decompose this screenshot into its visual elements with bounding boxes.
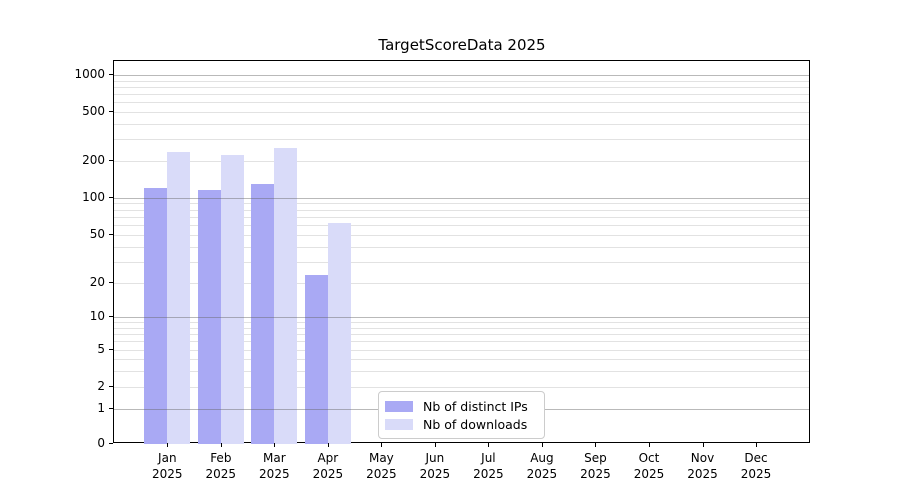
x-tick-label-aug: Aug 2025 <box>526 451 558 481</box>
y-tick-mark <box>109 160 113 161</box>
gridline-minor <box>114 216 809 218</box>
x-tick-label-sep: Sep 2025 <box>580 451 611 481</box>
y-tick-mark <box>109 385 113 387</box>
bar-distinct-ips-mar <box>251 183 275 445</box>
y-tick-label-5: 5 <box>97 342 105 357</box>
x-tick-mark <box>327 443 329 447</box>
gridline-minor <box>114 235 809 236</box>
gridline-minor <box>114 350 809 352</box>
gridline-minor <box>114 102 809 104</box>
bar-downloads-apr <box>327 222 351 445</box>
gridline-minor <box>114 341 809 343</box>
gridline-minor <box>114 139 809 141</box>
bar-downloads-mar <box>274 147 298 445</box>
gridline-major <box>114 197 809 199</box>
gridline-minor <box>114 321 809 323</box>
gridline-minor <box>114 203 809 205</box>
x-tick-mark <box>167 443 169 447</box>
y-tick-label-100: 100 <box>82 189 105 204</box>
x-tick-label-jun: Jun 2025 <box>419 451 451 481</box>
y-tick-label-500: 500 <box>82 103 105 118</box>
x-tick-label-nov: Nov 2025 <box>687 451 718 481</box>
legend-swatch-distinct-ips <box>385 400 413 412</box>
gridline-minor <box>114 370 809 372</box>
gridline-minor <box>114 333 809 335</box>
gridline-minor <box>114 161 809 162</box>
bar-distinct-ips-jan <box>144 188 168 445</box>
y-tick-label-1: 1 <box>97 401 105 415</box>
x-tick-label-feb: Feb 2025 <box>205 451 237 481</box>
x-tick-mark <box>274 443 276 447</box>
y-tick-label-20: 20 <box>89 274 105 289</box>
chart-title: TargetScoreData 2025 <box>378 36 546 54</box>
y-tick-label-200: 200 <box>82 153 105 167</box>
legend-item-distinct-ips: Nb of distinct IPs <box>385 397 536 415</box>
gridline-minor <box>114 209 809 211</box>
x-tick-label-may: May 2025 <box>366 451 397 481</box>
y-tick-mark <box>109 110 113 112</box>
x-tick-mark <box>756 443 758 447</box>
x-tick-label-apr: Apr 2025 <box>312 451 344 481</box>
x-tick-label-dec: Dec 2025 <box>740 451 772 481</box>
x-tick-label-oct: Oct 2025 <box>633 451 665 481</box>
y-tick-mark <box>109 408 113 409</box>
gridline-minor <box>114 327 809 329</box>
y-tick-mark <box>109 234 113 235</box>
gridline-minor <box>114 359 809 361</box>
y-tick-label-1000: 1000 <box>74 67 105 81</box>
gridline-minor <box>114 123 809 125</box>
bar-distinct-ips-apr <box>304 275 328 445</box>
gridline-minor <box>114 80 809 82</box>
gridline-minor <box>114 386 809 388</box>
gridline-minor <box>114 246 809 248</box>
legend-label-distinct-ips: Nb of distinct IPs <box>423 398 528 414</box>
x-tick-mark <box>381 443 383 447</box>
x-tick-label-jan: Jan 2025 <box>152 451 183 481</box>
y-tick-mark <box>109 196 113 198</box>
y-tick-mark <box>109 74 113 75</box>
x-tick-mark <box>541 443 543 447</box>
legend-swatch-downloads <box>385 418 413 430</box>
x-tick-mark <box>434 443 436 447</box>
y-tick-label-10: 10 <box>89 308 105 323</box>
y-tick-label-2: 2 <box>97 378 105 393</box>
gridline-minor <box>114 93 809 95</box>
y-tick-mark <box>109 315 113 317</box>
x-tick-mark <box>702 443 704 447</box>
y-tick-mark <box>109 349 113 351</box>
gridline-major <box>114 75 809 76</box>
y-tick-mark <box>109 281 113 283</box>
x-tick-mark <box>648 443 650 447</box>
x-tick-label-mar: Mar 2025 <box>259 451 290 481</box>
gridline-minor <box>114 282 809 284</box>
gridline-major <box>114 316 809 318</box>
gridline-minor <box>114 225 809 227</box>
plot-area <box>113 60 810 445</box>
y-tick-mark <box>109 443 113 445</box>
legend: Nb of distinct IPs Nb of downloads <box>378 391 545 439</box>
gridline-minor <box>114 261 809 263</box>
bar-downloads-feb <box>220 154 244 445</box>
y-tick-label-50: 50 <box>89 227 105 241</box>
bar-downloads-jan <box>167 152 191 445</box>
x-tick-mark <box>488 443 490 447</box>
gridline-minor <box>114 111 809 113</box>
x-tick-mark <box>595 443 597 447</box>
legend-label-downloads: Nb of downloads <box>423 416 528 432</box>
legend-item-downloads: Nb of downloads <box>385 415 536 433</box>
y-tick-label-0: 0 <box>97 436 105 451</box>
bar-distinct-ips-feb <box>197 190 221 445</box>
x-tick-label-jul: Jul 2025 <box>473 451 504 481</box>
gridline-minor <box>114 86 809 88</box>
x-tick-mark <box>220 443 222 447</box>
